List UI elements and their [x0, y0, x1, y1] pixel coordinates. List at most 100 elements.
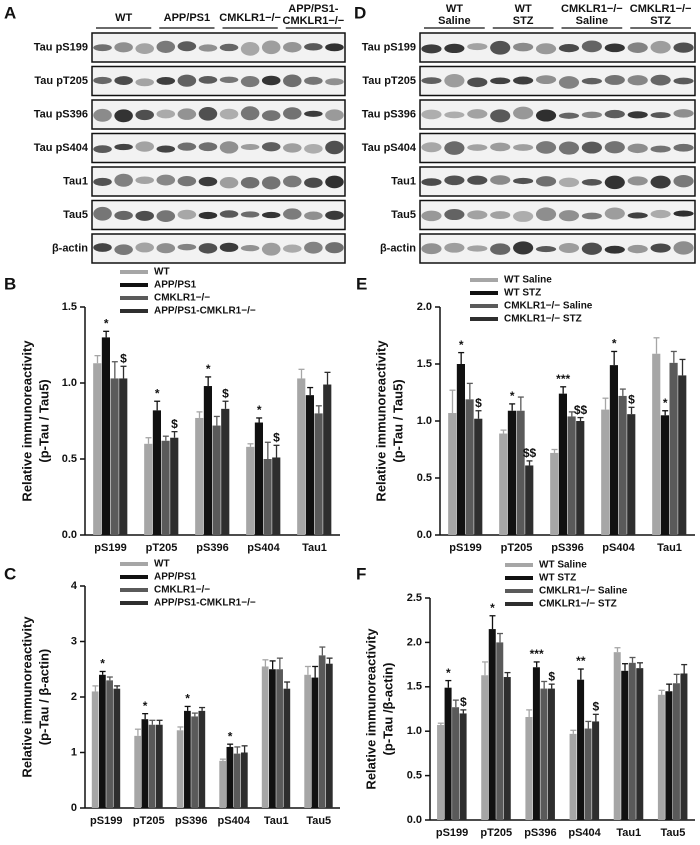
error-bar	[298, 368, 305, 379]
bar	[191, 716, 198, 808]
bar	[665, 691, 673, 820]
blot-band	[490, 40, 511, 55]
error-bar	[145, 437, 152, 444]
bar	[276, 669, 283, 808]
blot-band	[467, 175, 488, 185]
bar	[680, 673, 688, 820]
y-axis-label: Relative immunoreactivity	[373, 340, 388, 502]
significance-marker: $	[273, 430, 280, 444]
legend-label: WT Saline	[504, 275, 552, 286]
y-tick-label: 0.5	[62, 453, 77, 465]
bar	[325, 663, 333, 808]
blot-row-label: Tau1	[391, 175, 416, 187]
blot-row-label: Tau pT205	[362, 75, 416, 87]
blot-band	[490, 77, 511, 85]
x-tick-label: pS404	[218, 815, 251, 827]
error-bar	[629, 656, 636, 663]
significance-marker: ***	[530, 647, 544, 661]
blot-band	[114, 76, 133, 85]
blot-band	[627, 42, 648, 53]
error-bar	[149, 719, 156, 725]
blot-frame	[419, 132, 696, 164]
blot-band	[444, 209, 465, 221]
blot-band	[177, 175, 197, 187]
bar	[456, 364, 465, 535]
blot-band	[535, 43, 557, 55]
blot-frame	[91, 199, 346, 231]
blot-band	[421, 44, 442, 54]
bar	[525, 716, 533, 820]
blot-band	[261, 211, 281, 219]
error-bar	[227, 743, 234, 747]
blot-band	[513, 177, 534, 185]
error-bar	[658, 689, 665, 695]
x-tick-label: pS404	[247, 542, 280, 554]
error-bar	[619, 388, 626, 396]
blot-band	[444, 141, 465, 155]
bar	[198, 710, 206, 808]
error-bar	[517, 396, 524, 411]
bar	[584, 728, 592, 820]
group-label: CMKLR1−/−	[630, 3, 692, 15]
blot-band	[513, 144, 534, 151]
x-tick-label: pS396	[196, 542, 228, 554]
significance-marker: $	[475, 396, 482, 410]
bar	[305, 395, 314, 535]
blot-band	[283, 175, 302, 188]
blot-row-label: Tau pS404	[34, 142, 89, 154]
blot-band	[304, 43, 323, 51]
error-bar	[533, 661, 540, 668]
bar	[226, 746, 234, 808]
blot-band	[261, 176, 281, 190]
x-tick-label: pS396	[551, 542, 583, 554]
error-bar	[106, 676, 113, 681]
blot-band	[325, 109, 344, 121]
error-bar	[526, 460, 533, 466]
bar	[323, 384, 332, 535]
bar	[448, 413, 457, 535]
error-bar	[637, 662, 644, 669]
error-bar	[466, 382, 473, 400]
blot-band	[177, 142, 197, 151]
error-bar	[213, 415, 220, 426]
y-tick-label: 1.5	[407, 681, 422, 693]
blot-band	[93, 76, 112, 85]
y-axis-label: Relative immunoreactivity	[19, 340, 34, 502]
bar	[452, 707, 460, 820]
bar	[203, 386, 212, 535]
group-label: WT	[446, 3, 463, 15]
bar	[503, 677, 511, 820]
error-bar	[568, 411, 575, 417]
blot-band	[513, 42, 534, 52]
bar	[678, 375, 687, 535]
bar	[144, 443, 153, 535]
error-bar	[475, 410, 482, 419]
y-tick-label: 0.0	[417, 529, 432, 541]
error-bar	[120, 365, 127, 379]
significance-marker: ***	[556, 372, 570, 386]
significance-marker: $$	[523, 446, 537, 460]
blot-band	[627, 143, 648, 154]
x-tick-label: pT205	[133, 815, 165, 827]
blot-frame	[91, 166, 346, 197]
blot-band	[627, 212, 648, 219]
y-tick-label: 4	[71, 580, 78, 592]
blot-band	[135, 242, 154, 253]
bar	[496, 642, 504, 820]
error-bar	[445, 679, 452, 688]
blot-band	[240, 177, 260, 189]
error-bar	[662, 410, 669, 416]
bar	[240, 752, 248, 808]
error-bar	[219, 758, 226, 761]
y-axis-label: (p-Tau / Tau5)	[36, 379, 51, 462]
blot-band	[93, 206, 112, 221]
blot-band	[650, 74, 671, 86]
error-bar	[621, 663, 628, 671]
y-tick-label: 2.5	[407, 592, 422, 604]
bar	[170, 437, 179, 535]
significance-marker: *	[100, 657, 105, 671]
error-bar	[222, 400, 229, 409]
bar	[444, 687, 452, 820]
legend-label: CMKLR1−/− Saline	[539, 586, 628, 597]
bar	[263, 459, 272, 535]
